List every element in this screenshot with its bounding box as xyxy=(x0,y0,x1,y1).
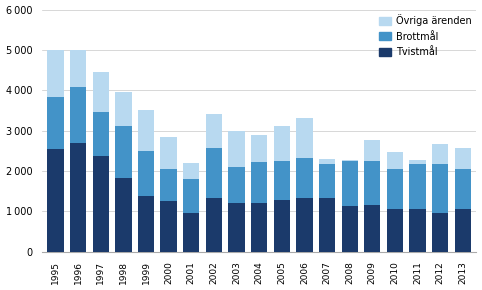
Bar xyxy=(47,97,64,149)
Bar xyxy=(387,153,403,169)
Bar xyxy=(296,158,313,198)
Legend: Övriga ärenden, Brottmål, Tvistmål: Övriga ärenden, Brottmål, Tvistmål xyxy=(379,14,471,57)
Bar xyxy=(206,148,222,198)
Bar xyxy=(251,203,268,252)
Bar xyxy=(138,151,154,196)
Bar xyxy=(432,164,448,213)
Bar xyxy=(93,113,109,156)
Bar xyxy=(70,50,86,87)
Bar xyxy=(364,160,380,205)
Bar xyxy=(342,206,358,252)
Bar xyxy=(161,169,177,201)
Bar xyxy=(319,164,335,198)
Bar xyxy=(319,198,335,252)
Bar xyxy=(251,162,268,203)
Bar xyxy=(228,130,245,166)
Bar xyxy=(274,200,290,252)
Bar xyxy=(364,205,380,252)
Bar xyxy=(364,140,380,160)
Bar xyxy=(161,201,177,252)
Bar xyxy=(342,160,358,161)
Bar xyxy=(70,87,86,143)
Bar xyxy=(296,198,313,252)
Bar xyxy=(115,92,132,126)
Bar xyxy=(206,115,222,148)
Bar xyxy=(274,161,290,200)
Bar xyxy=(342,161,358,206)
Bar xyxy=(115,126,132,178)
Bar xyxy=(296,118,313,158)
Bar xyxy=(387,169,403,209)
Bar xyxy=(70,143,86,252)
Bar xyxy=(93,72,109,113)
Bar xyxy=(409,160,426,164)
Bar xyxy=(409,209,426,252)
Bar xyxy=(93,156,109,252)
Bar xyxy=(183,163,200,179)
Bar xyxy=(319,159,335,164)
Bar xyxy=(409,164,426,209)
Bar xyxy=(455,169,471,209)
Bar xyxy=(432,144,448,164)
Bar xyxy=(455,209,471,252)
Bar xyxy=(274,126,290,161)
Bar xyxy=(455,148,471,169)
Bar xyxy=(251,135,268,162)
Bar xyxy=(161,137,177,169)
Bar xyxy=(206,198,222,252)
Bar xyxy=(183,179,200,213)
Bar xyxy=(228,166,245,203)
Bar xyxy=(115,178,132,252)
Bar xyxy=(228,203,245,252)
Bar xyxy=(138,196,154,252)
Bar xyxy=(47,149,64,252)
Bar xyxy=(387,209,403,252)
Bar xyxy=(432,213,448,252)
Bar xyxy=(47,50,64,97)
Bar xyxy=(183,213,200,252)
Bar xyxy=(138,110,154,151)
